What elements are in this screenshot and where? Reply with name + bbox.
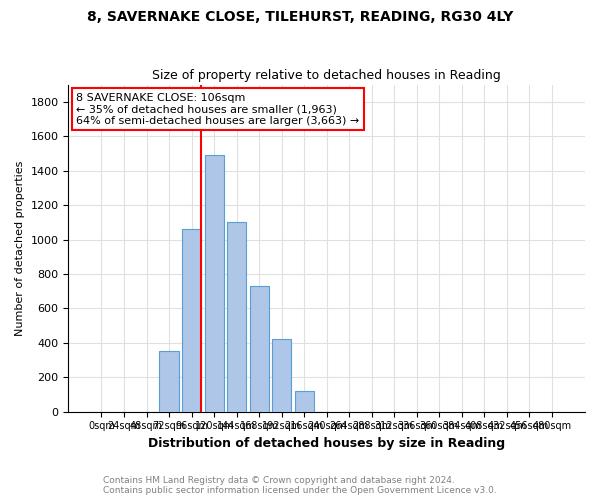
Bar	[272, 340, 291, 411]
Bar	[160, 352, 179, 412]
Y-axis label: Number of detached properties: Number of detached properties	[15, 160, 25, 336]
Text: 8 SAVERNAKE CLOSE: 106sqm
← 35% of detached houses are smaller (1,963)
64% of se: 8 SAVERNAKE CLOSE: 106sqm ← 35% of detac…	[76, 92, 359, 126]
X-axis label: Distribution of detached houses by size in Reading: Distribution of detached houses by size …	[148, 437, 505, 450]
Bar	[250, 286, 269, 412]
Bar	[227, 222, 246, 412]
Text: 8, SAVERNAKE CLOSE, TILEHURST, READING, RG30 4LY: 8, SAVERNAKE CLOSE, TILEHURST, READING, …	[87, 10, 513, 24]
Title: Size of property relative to detached houses in Reading: Size of property relative to detached ho…	[152, 69, 501, 82]
Bar	[182, 229, 201, 412]
Bar	[205, 155, 224, 411]
Text: Contains HM Land Registry data © Crown copyright and database right 2024.
Contai: Contains HM Land Registry data © Crown c…	[103, 476, 497, 495]
Bar	[295, 391, 314, 411]
